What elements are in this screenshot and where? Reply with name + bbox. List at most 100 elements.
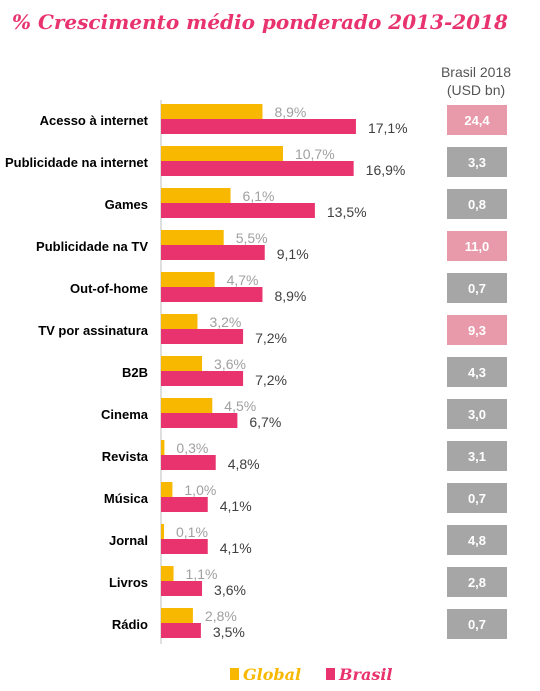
bar-global [161, 608, 193, 623]
bar-brasil [161, 623, 201, 638]
data-label-brasil: 7,2% [255, 372, 287, 388]
data-label-brasil: 4,1% [220, 540, 252, 556]
bar-global [161, 188, 231, 203]
brasil-2018-value: 0,7 [468, 281, 486, 296]
bar-brasil [161, 245, 265, 260]
data-label-global: 4,7% [227, 272, 259, 288]
data-label-brasil: 17,1% [368, 120, 408, 136]
data-label-global: 4,5% [224, 398, 256, 414]
brasil-2018-box [447, 231, 507, 261]
brasil-2018-header: Brasil 2018 [441, 64, 511, 80]
data-label-global: 3,6% [214, 356, 246, 372]
data-label-brasil: 3,6% [214, 582, 246, 598]
chart-rows: Acesso à internet 8,9% 17,1% 24,4 Publicidad… [5, 104, 507, 640]
category-label: Livros [109, 575, 148, 590]
legend-label-brasil: Brasil [338, 665, 392, 684]
data-label-global: 5,5% [236, 230, 268, 246]
bar-brasil [161, 203, 315, 218]
brasil-2018-box [447, 525, 507, 555]
brasil-2018-value: 11,0 [465, 239, 490, 254]
legend-label-global: Global [243, 665, 301, 684]
brasil-2018-value: 0,7 [468, 491, 486, 506]
legend: Global Brasil [230, 665, 392, 684]
brasil-2018-box [447, 147, 507, 177]
category-label: Publicidade na TV [36, 239, 148, 254]
data-label-global: 10,7% [295, 146, 335, 162]
data-label-global: 1,0% [184, 482, 216, 498]
category-label: Música [104, 491, 149, 506]
category-label: TV por assinatura [38, 323, 149, 338]
bar-global [161, 104, 263, 119]
bar-global [161, 272, 215, 287]
data-label-brasil: 4,8% [228, 456, 260, 472]
bar-brasil [161, 539, 208, 554]
data-label-brasil: 7,2% [255, 330, 287, 346]
category-label: Games [105, 197, 148, 212]
bar-global [161, 440, 165, 455]
bar-brasil [161, 119, 356, 134]
legend-swatch-global [230, 668, 239, 680]
brasil-2018-value: 2,8 [468, 575, 486, 590]
category-label: Publicidade na internet [5, 155, 149, 170]
chart-title: % Crescimento médio ponderado 2013-2018 [12, 10, 508, 34]
brasil-2018-box [447, 105, 507, 135]
bar-brasil [161, 371, 244, 386]
brasil-2018-value: 0,7 [468, 617, 486, 632]
brasil-2018-box [447, 609, 507, 639]
data-label-brasil: 4,1% [220, 498, 252, 514]
data-label-global: 2,8% [205, 608, 237, 624]
category-label: Rádio [112, 617, 148, 632]
bar-brasil [161, 329, 244, 344]
category-label: Revista [102, 449, 149, 464]
data-label-brasil: 6,7% [249, 414, 281, 430]
brasil-2018-value: 3,3 [468, 155, 486, 170]
category-label: Out-of-home [70, 281, 148, 296]
brasil-2018-value: 0,8 [468, 197, 486, 212]
bar-brasil [161, 413, 238, 428]
bar-brasil [161, 497, 208, 512]
brasil-2018-unit: (USD bn) [447, 82, 505, 98]
brasil-2018-value: 3,0 [468, 407, 486, 422]
data-label-brasil: 13,5% [327, 204, 367, 220]
data-label-global: 0,3% [176, 440, 208, 456]
brasil-2018-box [447, 567, 507, 597]
bar-brasil [161, 161, 354, 176]
category-label: B2B [122, 365, 148, 380]
brasil-2018-box [447, 357, 507, 387]
brasil-2018-box [447, 441, 507, 471]
brasil-2018-value: 3,1 [468, 449, 486, 464]
data-label-brasil: 16,9% [366, 162, 406, 178]
bar-global [161, 314, 198, 329]
bar-global [161, 230, 224, 245]
brasil-2018-value: 4,8 [468, 533, 486, 548]
brasil-2018-box [447, 189, 507, 219]
data-label-brasil: 8,9% [274, 288, 306, 304]
category-label: Cinema [101, 407, 149, 422]
bar-brasil [161, 581, 203, 596]
category-label: Acesso à internet [40, 113, 149, 128]
bar-global [161, 356, 203, 371]
bar-global [161, 566, 174, 581]
bar-global [161, 524, 164, 539]
data-label-global: 0,1% [176, 524, 208, 540]
data-label-global: 3,2% [209, 314, 241, 330]
brasil-2018-box [447, 315, 507, 345]
bar-global [161, 398, 213, 413]
data-label-global: 8,9% [274, 104, 306, 120]
category-label: Jornal [109, 533, 148, 548]
data-label-brasil: 3,5% [213, 624, 245, 640]
brasil-2018-box [447, 273, 507, 303]
brasil-2018-value: 9,3 [468, 323, 486, 338]
bar-brasil [161, 287, 263, 302]
brasil-2018-value: 4,3 [468, 365, 486, 380]
bar-global [161, 482, 173, 497]
data-label-brasil: 9,1% [277, 246, 309, 262]
brasil-2018-box [447, 483, 507, 513]
data-label-global: 1,1% [186, 566, 218, 582]
brasil-2018-box [447, 399, 507, 429]
bar-global [161, 146, 283, 161]
brasil-2018-value: 24,4 [464, 113, 490, 128]
data-label-global: 6,1% [243, 188, 275, 204]
legend-swatch-brasil [326, 668, 335, 680]
